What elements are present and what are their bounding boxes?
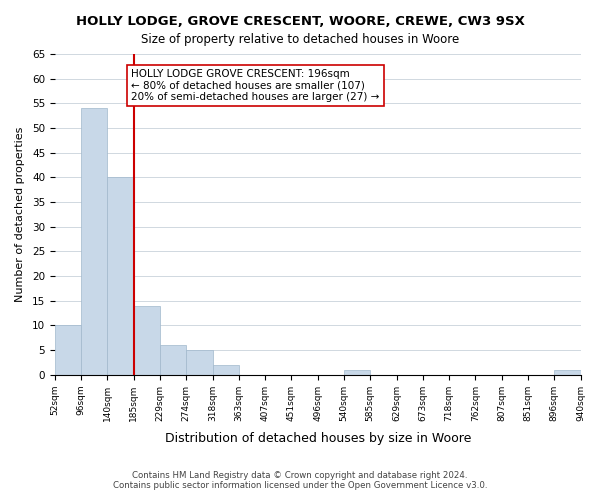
Bar — [81, 108, 107, 375]
Bar — [212, 365, 239, 375]
Bar — [344, 370, 370, 375]
Bar — [187, 350, 212, 375]
Text: HOLLY LODGE, GROVE CRESCENT, WOORE, CREWE, CW3 9SX: HOLLY LODGE, GROVE CRESCENT, WOORE, CREW… — [76, 15, 524, 28]
Text: Contains HM Land Registry data © Crown copyright and database right 2024.
Contai: Contains HM Land Registry data © Crown c… — [113, 470, 487, 490]
Bar — [160, 345, 187, 375]
Bar — [107, 178, 134, 375]
Bar — [55, 326, 81, 375]
Text: HOLLY LODGE GROVE CRESCENT: 196sqm
← 80% of detached houses are smaller (107)
20: HOLLY LODGE GROVE CRESCENT: 196sqm ← 80%… — [131, 69, 380, 102]
Y-axis label: Number of detached properties: Number of detached properties — [15, 126, 25, 302]
X-axis label: Distribution of detached houses by size in Woore: Distribution of detached houses by size … — [164, 432, 471, 445]
Text: Size of property relative to detached houses in Woore: Size of property relative to detached ho… — [141, 32, 459, 46]
Bar — [554, 370, 581, 375]
Bar — [134, 306, 160, 375]
